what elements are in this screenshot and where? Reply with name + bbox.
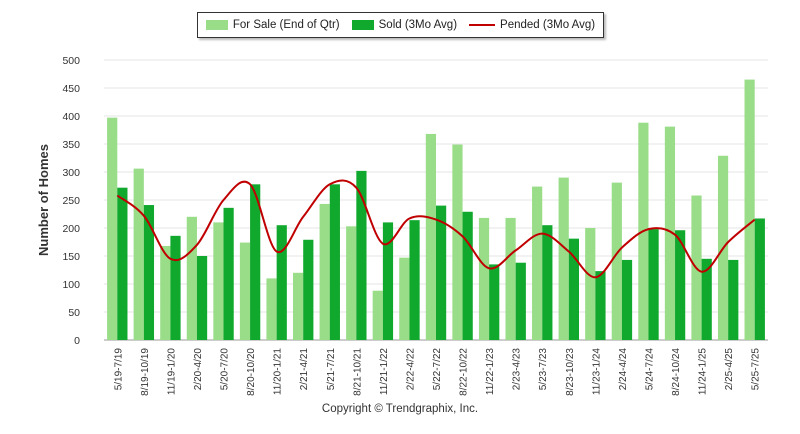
chart-legend: For Sale (End of Qtr) Sold (3Mo Avg) Pen… — [197, 12, 604, 38]
copyright-text: Copyright © Trendgraphix, Inc. — [321, 403, 479, 415]
x-tick-label: 2/21-4/21 — [299, 348, 310, 391]
bar-sold — [489, 264, 500, 340]
bar-for-sale — [239, 242, 251, 340]
bar-sold — [542, 225, 553, 340]
bar-sold — [675, 230, 686, 340]
bar-sold — [250, 184, 261, 340]
bar-for-sale — [319, 203, 330, 340]
x-tick-label: 11/24-1/25 — [698, 348, 709, 396]
bar-sold — [356, 170, 367, 340]
x-tick-label: 11/19-1/20 — [166, 348, 177, 396]
x-tick-label: 2/24-4/24 — [618, 348, 629, 391]
bar-sold — [436, 205, 447, 340]
x-tick-label: 11/21-1/22 — [379, 348, 390, 396]
bar-for-sale — [611, 182, 622, 340]
bar-sold — [303, 239, 314, 340]
bar-for-sale — [532, 186, 543, 340]
x-tick-label: 8/21-10/21 — [352, 348, 363, 396]
x-tick-label: 5/25-7/25 — [751, 348, 762, 391]
x-tick-label: 11/23-1/24 — [591, 348, 602, 396]
x-tick-label: 8/23-10/23 — [565, 348, 576, 396]
bar-for-sale — [293, 272, 304, 340]
bar-for-sale — [452, 144, 463, 340]
bar-for-sale — [372, 290, 383, 340]
x-tick-label: 5/19-7/19 — [113, 348, 124, 391]
bar-sold — [143, 205, 155, 340]
x-tick-label: 5/21-7/21 — [326, 348, 337, 391]
bar-for-sale — [266, 278, 277, 340]
y-tick-label: 300 — [62, 167, 80, 179]
bar-sold — [621, 259, 633, 340]
legend-swatch-sold — [351, 20, 374, 30]
bar-sold — [568, 238, 579, 340]
x-tick-label: 2/23-4/23 — [512, 348, 523, 391]
bar-for-sale — [664, 126, 676, 340]
y-tick-label: 200 — [62, 223, 80, 235]
legend-label-pended: Pended (3Mo Avg) — [500, 19, 596, 31]
y-tick-label: 450 — [62, 83, 80, 95]
x-tick-label: 8/19-10/19 — [140, 348, 151, 396]
bar-for-sale — [133, 168, 144, 340]
bar-sold — [648, 229, 659, 340]
line-pended — [116, 179, 756, 279]
x-tick-label: 11/22-1/23 — [485, 348, 496, 396]
bar-sold — [223, 207, 234, 340]
x-tick-label: 2/25-4/25 — [724, 348, 735, 391]
bar-for-sale — [346, 226, 357, 340]
x-tick-label: 5/23-7/23 — [538, 348, 549, 391]
y-tick-label: 50 — [68, 307, 80, 319]
y-tick-label: 250 — [62, 195, 80, 207]
x-tick-label: 5/24-7/24 — [644, 348, 655, 391]
bar-for-sale — [186, 216, 197, 340]
x-tick-label: 11/20-1/21 — [273, 348, 284, 396]
legend-item-pended[interactable]: Pended (3Mo Avg) — [469, 19, 595, 31]
x-tick-label: 5/22-7/22 — [432, 348, 443, 391]
y-axis-title: Number of Homes — [36, 144, 51, 256]
y-tick-label: 150 — [62, 251, 80, 263]
bar-sold — [382, 222, 394, 340]
bar-sold — [754, 218, 765, 340]
bar-sold — [276, 225, 287, 340]
bar-sold — [117, 187, 128, 340]
bar-sold — [329, 184, 340, 340]
legend-swatch-pended — [469, 24, 496, 26]
bar-for-sale — [558, 177, 569, 340]
y-tick-label: 500 — [62, 55, 80, 67]
bar-for-sale — [585, 228, 596, 340]
y-tick-label: 400 — [62, 111, 80, 123]
bar-sold — [196, 256, 208, 340]
bar-for-sale — [213, 222, 224, 340]
bar-for-sale — [425, 133, 436, 340]
x-tick-label: 2/20-4/20 — [193, 348, 204, 391]
legend-item-sold[interactable]: Sold (3Mo Avg) — [351, 19, 458, 31]
bar-sold — [515, 262, 526, 340]
x-tick-label: 8/22-10/22 — [459, 348, 470, 396]
legend-swatch-for-sale — [205, 20, 228, 30]
bar-for-sale — [107, 117, 118, 341]
bar-sold — [595, 271, 606, 340]
bar-sold — [462, 211, 473, 340]
legend-item-for-sale[interactable]: For Sale (End of Qtr) — [205, 19, 340, 31]
x-tick-label: 2/22-4/22 — [405, 348, 416, 391]
y-tick-label: 350 — [62, 139, 80, 151]
bar-for-sale — [505, 217, 516, 340]
bar-sold — [701, 258, 712, 340]
x-tick-label: 5/20-7/20 — [220, 348, 231, 391]
y-tick-label: 0 — [74, 335, 80, 347]
bar-for-sale — [478, 217, 490, 340]
legend-label-for-sale: For Sale (End of Qtr) — [232, 19, 340, 31]
bar-for-sale — [160, 245, 171, 340]
bar-sold — [170, 235, 181, 340]
bar-sold — [409, 220, 420, 340]
x-tick-label: 8/24-10/24 — [671, 348, 682, 396]
legend-label-sold: Sold (3Mo Avg) — [378, 19, 458, 31]
bar-for-sale — [744, 79, 755, 340]
bar-for-sale — [399, 257, 410, 340]
x-tick-label: 8/20-10/20 — [246, 348, 257, 396]
bar-sold — [728, 259, 739, 340]
y-tick-label: 100 — [62, 279, 80, 291]
